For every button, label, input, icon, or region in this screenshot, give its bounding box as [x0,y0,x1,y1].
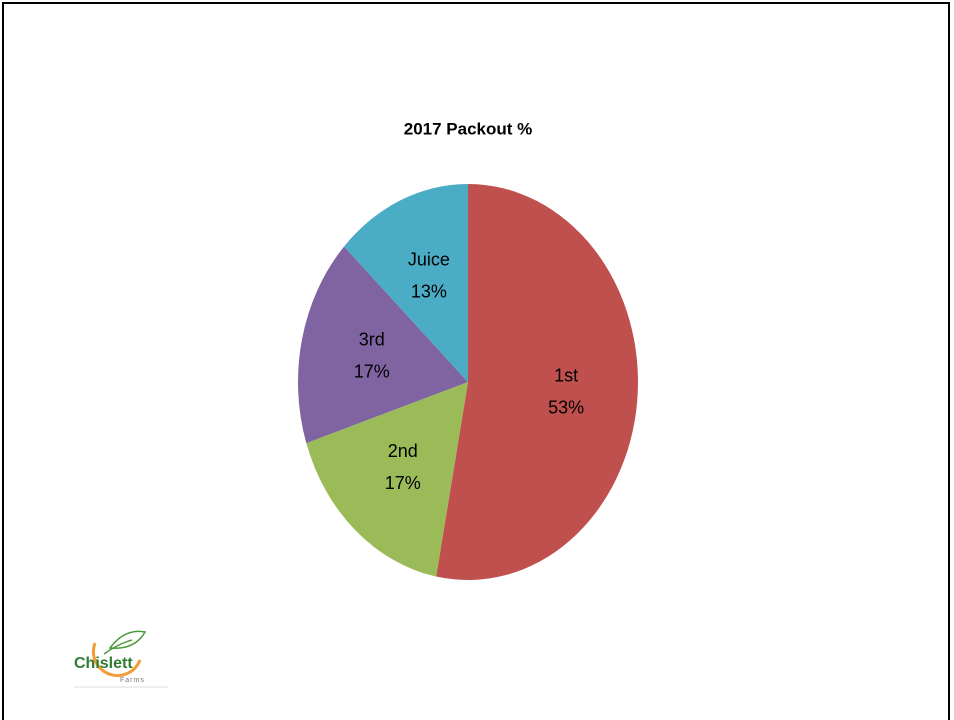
logo-leaf [103,630,147,655]
logo-arc [91,642,142,678]
pie-slice [436,184,638,580]
logo-sub: Farms [120,677,145,684]
slice-value-label: 53% [548,398,584,418]
slice-category-label: 1st [554,366,578,386]
pie-slice [306,382,468,577]
logo: Chislett Farms [74,630,168,688]
pie-slice [298,246,468,444]
logo-name: Chislett [74,655,133,672]
slice-category-label: 3rd [359,330,385,350]
chart-title: 2017 Packout % [404,119,533,138]
pie: 1st 53% 2nd 17% 3rd 17% Juice 13% [298,184,638,580]
slice-value-label: 13% [411,281,447,301]
slice-category-label: 2nd [388,441,418,461]
slice-category-label: Juice [408,249,450,269]
pie-slice [344,184,468,382]
slice-value-label: 17% [354,362,390,382]
slice-value-label: 17% [385,473,421,493]
